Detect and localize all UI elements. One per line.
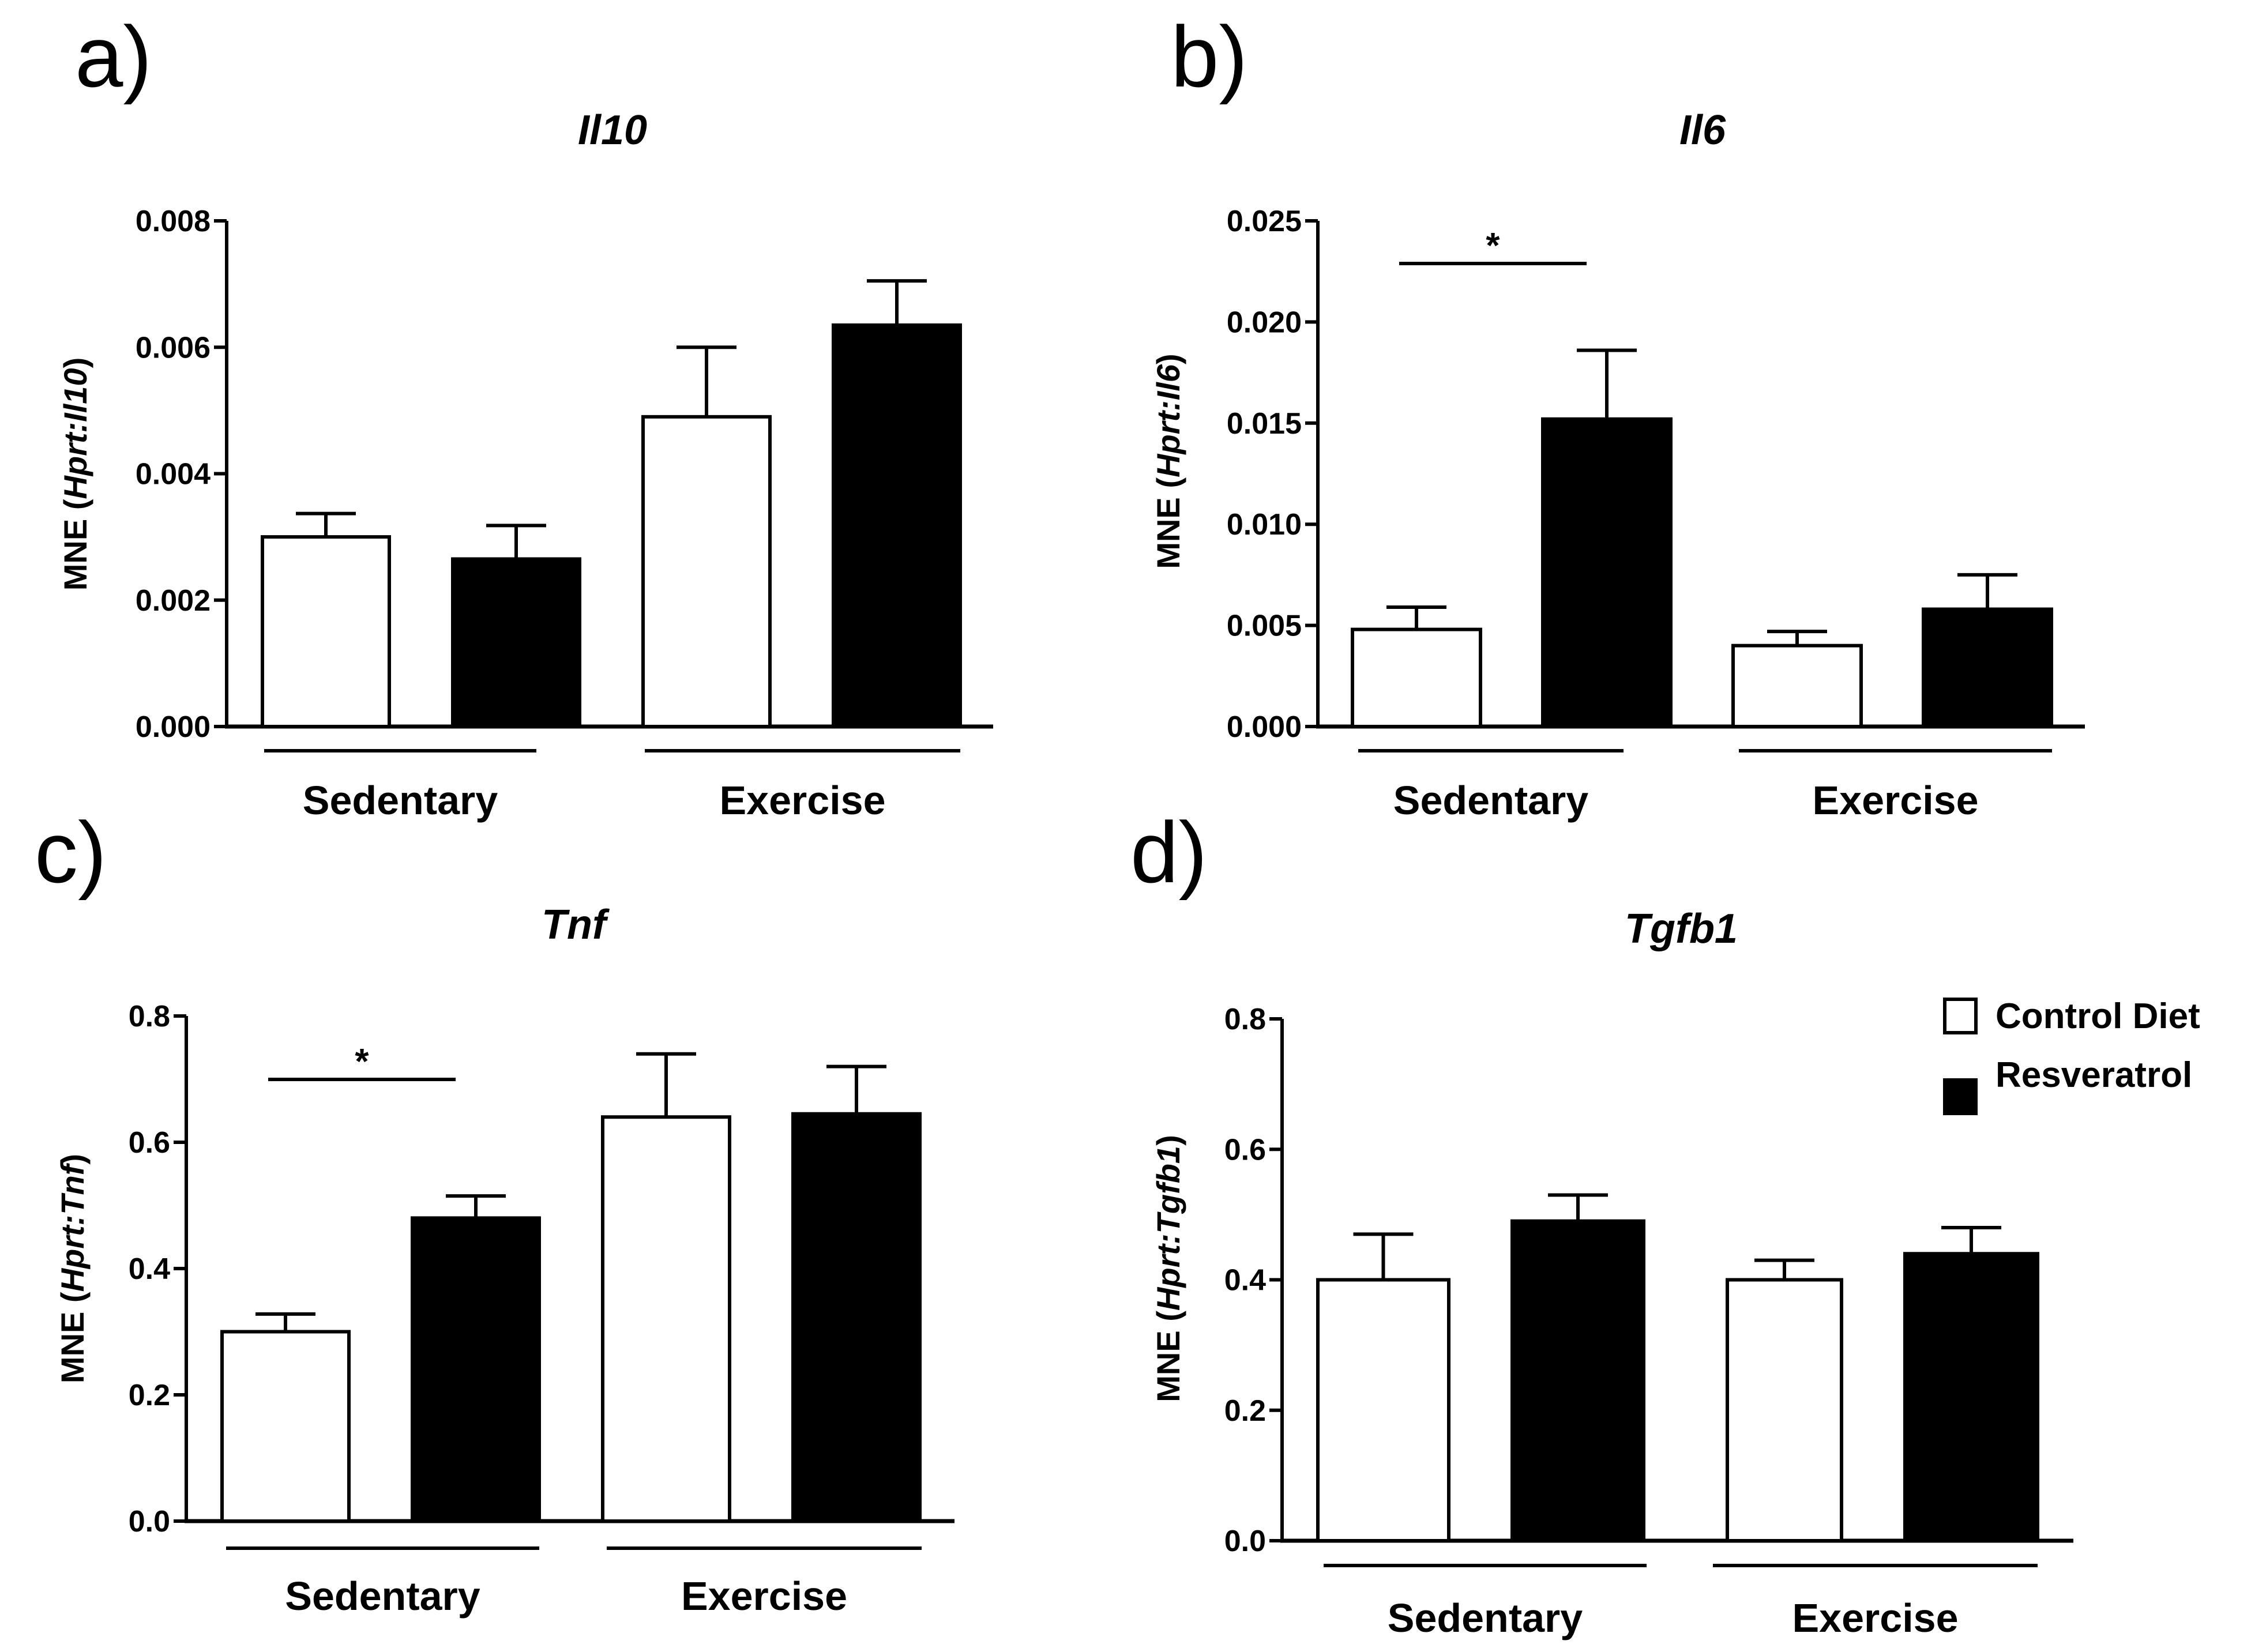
y-axis-label-italic: Hprt:Tgfb1 (1150, 1146, 1186, 1311)
y-tick-label: 0.0 (129, 1505, 170, 1538)
group-label: Exercise (1792, 1595, 1958, 1640)
y-tick-label: 0.4 (1224, 1264, 1266, 1297)
y-tick-label: 0.020 (1227, 306, 1302, 339)
y-tick-label: 0.6 (1224, 1133, 1266, 1166)
bar-control (641, 415, 772, 728)
y-axis-label: MNE (Hprt:Il6) (1150, 353, 1186, 569)
y-tick-label: 0.004 (136, 458, 211, 491)
y-axis-label-suffix: ) (57, 358, 93, 368)
y-axis-label-italic: Hprt:Tnf (54, 1161, 91, 1292)
group-label: Sedentary (1393, 778, 1589, 823)
y-tick-label: 0.005 (1227, 609, 1302, 643)
legend-label: Control Diet (1996, 996, 2200, 1036)
y-tick-label: 0.2 (129, 1379, 170, 1412)
bar-resveratrol (1922, 607, 2053, 729)
y-tick-label: 0.000 (136, 710, 211, 744)
y-axis-label-italic: Hprt:Il10 (57, 368, 93, 499)
y-tick-label: 0.010 (1227, 508, 1302, 541)
y-axis-label-prefix: MNE ( (1150, 1311, 1186, 1402)
bar-control (601, 1115, 731, 1523)
panel-letter: c) (35, 804, 107, 901)
y-tick-label: 0.015 (1227, 407, 1302, 441)
chart-title: Tgfb1 (1625, 906, 1738, 952)
panel-letter: d) (1130, 804, 1207, 901)
group-label: Exercise (681, 1574, 847, 1619)
panel-letter: b) (1171, 8, 1247, 105)
y-tick-label: 0.000 (1227, 710, 1302, 744)
chart-title: Il10 (578, 107, 647, 153)
group-label: Sedentary (285, 1574, 480, 1619)
legend-swatch (1943, 1078, 1978, 1115)
y-axis-label: MNE (Hprt:Tnf) (54, 1154, 91, 1383)
panel-letter: a) (75, 8, 152, 105)
y-axis-label-prefix: MNE ( (54, 1292, 91, 1383)
panel-c: c) Tnf 0.0 0.2 0.4 0.6 0.8 MNE (Hprt:Tnf) Sedent… (35, 804, 954, 1619)
bar-resveratrol (1541, 417, 1673, 728)
bar-resveratrol (791, 1112, 922, 1523)
panel-b: b) Il6 0.000 0.005 0.010 0.015 0.020 0.025 MNE (… (1150, 8, 2085, 823)
y-tick-label: 0.006 (136, 331, 211, 364)
y-tick-label: 0.008 (136, 205, 211, 238)
panel-d: d) Tgfb1 0.0 0.2 0.4 0.6 0.8 MNE (Hprt:Tgfb1) Se… (1130, 804, 2073, 1640)
legend-label: Resveratrol (1996, 1055, 2192, 1095)
y-axis-label-italic: Hprt:Il6 (1150, 364, 1186, 477)
bar-resveratrol (832, 323, 962, 728)
y-axis-label-prefix: MNE ( (1150, 477, 1186, 569)
group-label: Exercise (1812, 778, 1978, 823)
bar-control (220, 1330, 351, 1523)
significance-star: * (1486, 226, 1500, 266)
group-label: Sedentary (303, 778, 498, 823)
y-tick-label: 0.025 (1227, 205, 1302, 238)
y-tick-label: 0.6 (129, 1126, 170, 1160)
y-tick-label: 0.0 (1224, 1525, 1266, 1558)
bar-control (1726, 1278, 1843, 1542)
chart-title: Il6 (1679, 107, 1726, 153)
legend-swatch (1943, 998, 1978, 1034)
y-axis-label-suffix: ) (1150, 1135, 1186, 1146)
legend: Control Diet Resveratrol (1943, 996, 2200, 1115)
bar-resveratrol (1510, 1219, 1645, 1542)
panel-a: a) Il10 0.000 0.002 0.004 0.006 0.008 MNE (Hprt… (57, 8, 993, 823)
bar-resveratrol (1903, 1252, 2039, 1542)
y-tick-label: 0.4 (129, 1252, 170, 1286)
bar-resveratrol (451, 557, 581, 729)
bar-resveratrol (411, 1216, 541, 1523)
bar-control (261, 535, 391, 728)
y-axis-label-suffix: ) (1150, 353, 1186, 364)
bar-control (1351, 627, 1482, 728)
y-tick-label: 0.2 (1224, 1394, 1266, 1428)
y-tick-label: 0.002 (136, 584, 211, 618)
group-label: Sedentary (1388, 1595, 1583, 1640)
y-axis-label-suffix: ) (54, 1154, 91, 1165)
bar-control (1731, 644, 1863, 729)
y-axis-label: MNE (Hprt:Il10) (57, 358, 93, 590)
group-label: Exercise (719, 778, 885, 823)
y-axis-label: MNE (Hprt:Tgfb1) (1150, 1135, 1186, 1402)
y-tick-label: 0.8 (1224, 1003, 1266, 1036)
significance-star: * (355, 1042, 369, 1082)
bar-control (1316, 1278, 1450, 1542)
chart-title: Tnf (542, 902, 610, 948)
y-tick-label: 0.8 (129, 1000, 170, 1033)
y-axis-label-prefix: MNE ( (57, 499, 93, 590)
